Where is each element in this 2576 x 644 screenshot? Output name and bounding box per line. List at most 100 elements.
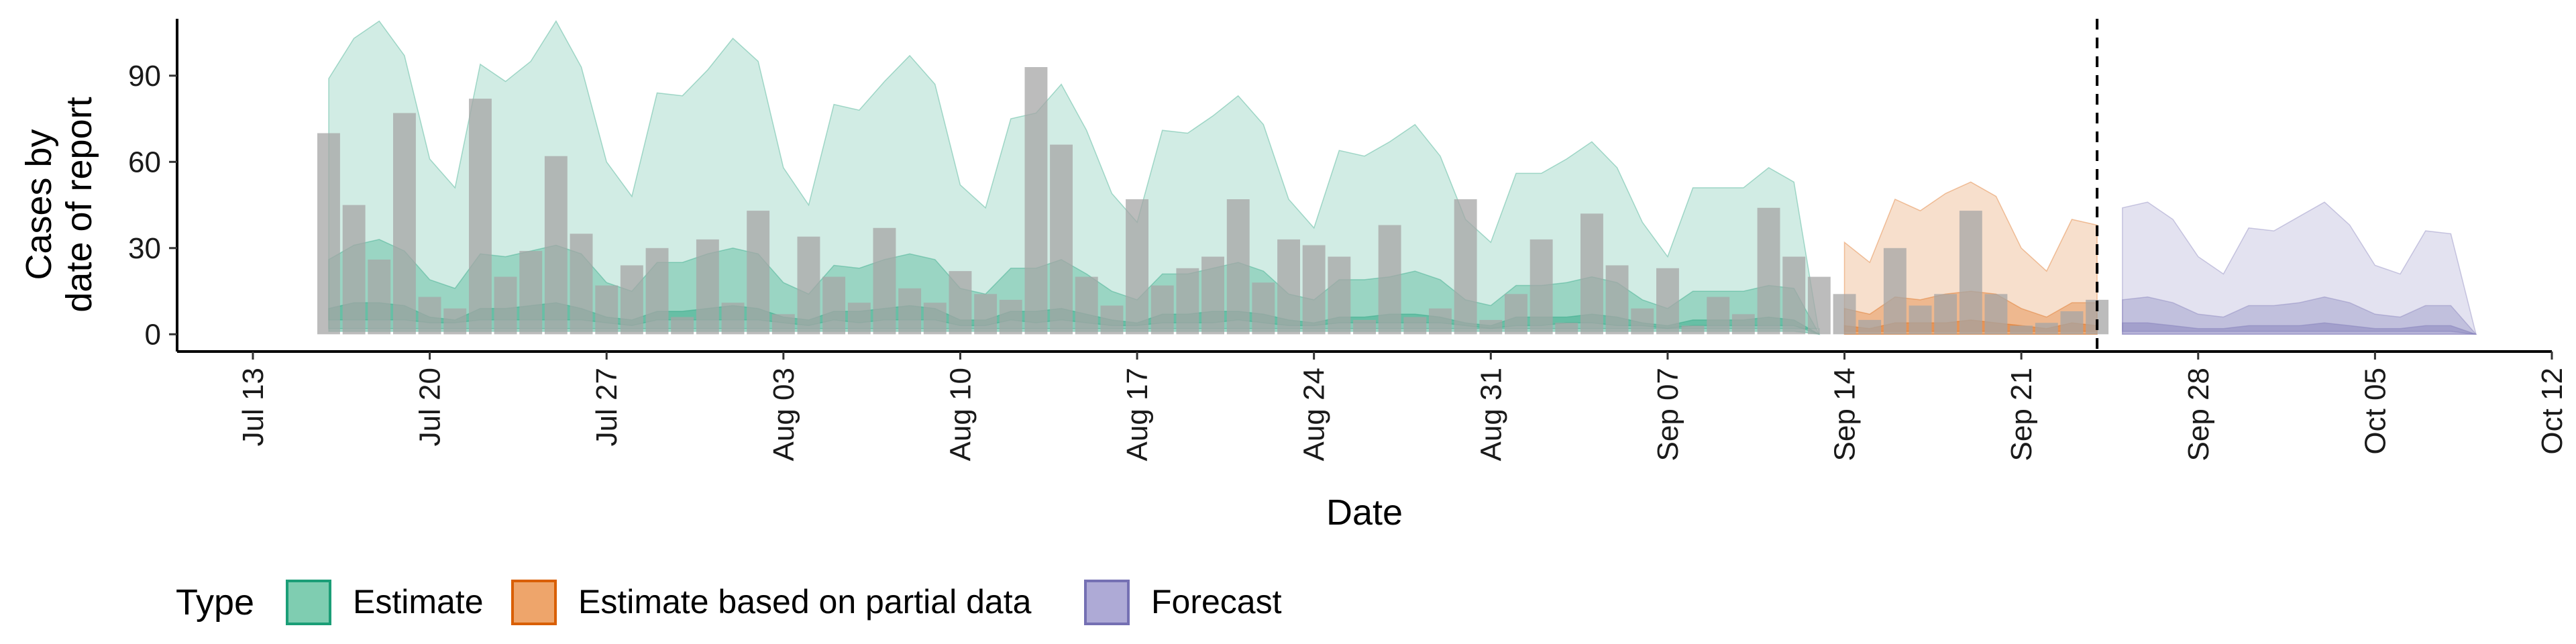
y-axis-title: Cases by date of report — [19, 97, 99, 312]
reported-cases-bar — [1959, 211, 1982, 335]
reported-cases-bar — [898, 288, 922, 335]
reported-cases-bar — [822, 276, 846, 335]
reported-cases-bar — [1126, 199, 1148, 335]
y-axis-title-line-2: date of report — [59, 97, 99, 312]
x-tick-label: Sep 21 — [2005, 368, 2038, 461]
reported-cases-bar — [645, 248, 669, 335]
forecast-legend-label: Forecast — [1151, 583, 1282, 621]
reported-cases-bar — [847, 303, 871, 335]
reported-cases-bar — [469, 99, 492, 335]
reported-cases-bar — [1277, 239, 1300, 335]
reported-cases-bar — [1934, 294, 1957, 335]
reported-cases-bar — [1580, 213, 1603, 335]
x-tick-label: Sep 28 — [2182, 368, 2215, 461]
reported-cases-bar — [1252, 282, 1275, 335]
forecast-legend-swatch — [1084, 580, 1130, 625]
reported-cases-bar — [1302, 245, 1326, 335]
reported-cases-bar — [747, 211, 770, 335]
reported-cases-bar — [1226, 199, 1250, 335]
reported-cases-bar — [671, 317, 694, 335]
reported-cases-bar — [2010, 325, 2033, 335]
reported-cases-bar — [1024, 67, 1048, 335]
y-tick-label: 0 — [145, 318, 161, 351]
forecast-ribbon-50 — [2122, 296, 2477, 335]
reported-cases-bar — [1656, 268, 1679, 335]
reported-cases-bar — [342, 205, 366, 335]
reported-cases-bar — [1782, 256, 1806, 335]
reported-cases-bar — [1353, 319, 1376, 335]
reported-cases-bar — [1479, 319, 1503, 335]
x-tick-label: Aug 31 — [1474, 368, 1507, 461]
y-axis-title-line-1: Cases by — [19, 129, 59, 280]
reported-cases-bar — [1454, 199, 1477, 335]
reported-cases-bar — [519, 251, 543, 335]
x-tick-label: Aug 03 — [767, 368, 800, 461]
reported-cases-bar — [595, 285, 619, 335]
y-tick-label: 60 — [128, 146, 161, 178]
reported-cases-bar — [721, 303, 745, 335]
reported-cases-bar — [974, 294, 998, 335]
reported-cases-bar — [1807, 276, 1831, 335]
reported-cases-bar — [1403, 317, 1427, 335]
reported-cases-bar — [368, 259, 391, 335]
x-tick-label: Sep 07 — [1652, 368, 1684, 461]
x-tick-label: Jul 20 — [414, 368, 447, 446]
reported-cases-bar — [2035, 323, 2058, 335]
reported-cases-bar — [771, 314, 795, 335]
reported-cases-bar — [1328, 256, 1351, 335]
x-tick-label: Oct 12 — [2536, 368, 2569, 455]
reported-cases-bar — [1378, 225, 1401, 335]
reported-cases-bar — [1100, 305, 1124, 335]
forecast-ribbon-20 — [2122, 322, 2477, 335]
reported-cases-bar — [2060, 311, 2084, 335]
reported-cases-bar — [1555, 323, 1578, 335]
y-tick-label: 90 — [128, 60, 161, 93]
x-tick-label: Aug 17 — [1121, 368, 1154, 461]
reported-cases-bar — [1050, 144, 1073, 335]
x-tick-label: Oct 05 — [2359, 368, 2392, 455]
reported-cases-bar — [1883, 248, 1907, 335]
reported-cases-bar — [1529, 239, 1553, 335]
reported-cases-bar — [1201, 256, 1224, 335]
legend: Type Estimate Estimate based on partial d… — [176, 580, 1282, 625]
reported-cases-bar — [443, 308, 467, 335]
reported-cases-bar — [1681, 325, 1705, 335]
reported-cases-bar — [1707, 297, 1730, 335]
reported-cases-bar — [873, 227, 896, 335]
x-tick-label: Jul 27 — [590, 368, 623, 446]
reported-cases-bar — [1833, 294, 1856, 335]
reported-cases-bar — [696, 239, 719, 335]
reported-cases-bar — [1150, 285, 1174, 335]
reported-cases-bar — [1505, 294, 1527, 335]
reported-cases-bar — [1429, 308, 1452, 335]
reported-cases-bar — [1075, 276, 1098, 335]
reported-cases-bar — [317, 133, 340, 335]
estimate-legend-swatch — [286, 580, 331, 625]
reported-cases-bar — [1176, 268, 1199, 335]
reported-cases-bars — [317, 67, 2109, 335]
reported-cases-bar — [1757, 207, 1780, 335]
reported-cases-bar — [494, 276, 517, 335]
reported-cases-bar — [1731, 314, 1755, 335]
reported-cases-bar — [923, 303, 947, 335]
reported-cases-bar — [544, 156, 568, 335]
legend-title: Type — [176, 582, 254, 623]
forecast-ribbon-90 — [2122, 201, 2477, 335]
reported-cases-bar — [570, 233, 593, 335]
partial-legend-label: Estimate based on partial data — [578, 583, 1032, 621]
x-tick-label: Aug 10 — [944, 368, 977, 461]
reported-cases-bar — [1858, 319, 1882, 335]
reported-cases-bar — [1631, 308, 1654, 335]
reported-cases-bar — [393, 113, 416, 335]
reported-cases-bar — [797, 236, 820, 335]
reported-cases-bar — [1984, 294, 2008, 335]
axes-layer: 0 30 60 90 Jul 13 Jul 20 Jul 27 Aug 03 Aug 10 Aug… — [128, 19, 2569, 461]
estimate-legend-label: Estimate — [353, 583, 484, 621]
y-tick-label: 30 — [128, 232, 161, 265]
reported-cases-bar — [949, 271, 972, 335]
reported-cases-bar — [1909, 305, 1932, 335]
x-tick-label: Jul 13 — [237, 368, 270, 446]
partial-legend-swatch — [511, 580, 557, 625]
x-tick-label: Sep 14 — [1829, 368, 1862, 461]
